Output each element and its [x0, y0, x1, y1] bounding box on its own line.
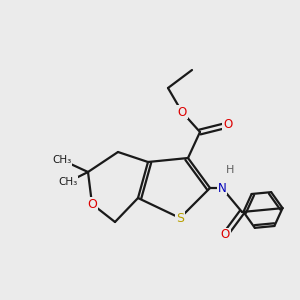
Text: N: N [218, 182, 226, 194]
Text: S: S [176, 212, 184, 224]
Text: CH₃: CH₃ [52, 155, 72, 165]
Text: O: O [177, 106, 187, 118]
Text: O: O [224, 118, 232, 131]
Text: O: O [220, 229, 230, 242]
Text: CH₃: CH₃ [58, 177, 78, 187]
Text: O: O [87, 197, 97, 211]
Text: H: H [226, 165, 234, 175]
